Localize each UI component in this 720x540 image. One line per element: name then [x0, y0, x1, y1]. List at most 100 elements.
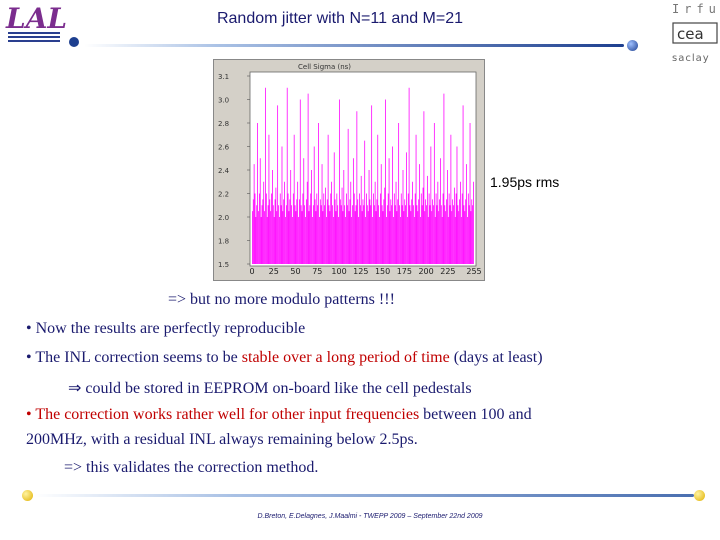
chart-bar	[426, 205, 427, 264]
chart-bar	[287, 193, 289, 264]
chart-bar	[311, 170, 312, 264]
chart-bar	[283, 199, 285, 265]
chart-bar	[339, 199, 341, 265]
chart-bar	[428, 193, 430, 264]
chart-bar	[253, 164, 255, 265]
y-tick-label: 2.0	[218, 214, 229, 222]
chart-bar	[464, 211, 466, 265]
chart-bar	[288, 211, 290, 265]
chart-bar	[413, 217, 415, 264]
chart-bar	[395, 181, 397, 264]
chart-bar	[393, 193, 395, 264]
chart-bar	[256, 205, 258, 264]
bullet-reproducible-text: Now the results are perfectly reproducib…	[35, 320, 306, 337]
chart-bar	[346, 205, 348, 264]
chart-bar	[413, 205, 414, 264]
x-tick-label: 100	[331, 267, 346, 276]
chart-bar	[305, 199, 307, 265]
chart-bar	[312, 217, 313, 264]
chart-bar	[407, 193, 409, 264]
y-tick-label: 3.0	[218, 97, 229, 105]
chart-bar	[332, 217, 334, 264]
chart-bar	[319, 217, 320, 264]
saclay-logo-text: saclay	[672, 53, 710, 64]
chart-bar	[402, 170, 404, 264]
chart-bar	[417, 211, 419, 265]
chart-bar	[352, 158, 354, 264]
chart-bar	[322, 211, 324, 265]
eeprom-note: ⇒ could be stored in EEPROM on-board lik…	[68, 378, 472, 398]
chart-bar	[309, 205, 311, 264]
chart-bar	[269, 199, 271, 265]
chart-bar	[265, 87, 266, 264]
validation-note: => this validates the correction method.	[64, 459, 319, 476]
chart-bar	[436, 205, 438, 264]
chart-bar	[416, 205, 418, 264]
bullet-inl-text-a: The INL correction seems to be	[35, 349, 242, 366]
chart-bar	[457, 205, 459, 264]
chart-bar	[278, 217, 280, 264]
chart-bar	[325, 187, 326, 264]
chart-bar	[438, 211, 440, 265]
chart-bar	[279, 193, 281, 264]
chart-bar	[323, 193, 325, 264]
chart-bar	[440, 205, 442, 264]
y-tick-label: 1.8	[218, 238, 229, 246]
chart-bar	[415, 134, 417, 264]
chart-bar	[258, 211, 259, 265]
chart-bar	[394, 205, 396, 264]
chart-bar	[379, 193, 381, 264]
chart-bar	[373, 205, 375, 264]
chart-bar	[450, 134, 452, 264]
chart-bar	[341, 187, 343, 264]
chart-bar	[452, 199, 454, 265]
chart-bar	[388, 158, 390, 264]
chart-bar	[316, 193, 318, 264]
chart-bar	[397, 199, 399, 265]
chart-bar	[326, 217, 327, 264]
chart-bar	[453, 187, 455, 264]
chart-bar	[321, 164, 323, 265]
chart-bar	[431, 211, 433, 265]
chart-bar	[327, 134, 329, 264]
chart-bar	[299, 99, 301, 264]
chart-bar	[470, 211, 472, 265]
svg-text:LAL: LAL	[5, 2, 67, 35]
chart-bar	[292, 193, 294, 264]
chart-bar	[376, 199, 378, 265]
chart-bar	[381, 205, 383, 264]
chart-bar	[289, 199, 291, 265]
chart-bar	[278, 205, 279, 264]
chart-bar	[336, 193, 338, 264]
chart-bar	[424, 211, 426, 265]
chart-bar	[257, 123, 258, 264]
chart-bar	[433, 205, 434, 264]
chart-bar	[302, 193, 304, 264]
chart-bar	[300, 205, 302, 264]
chart-bar	[380, 164, 382, 265]
chart-bar	[357, 199, 359, 265]
chart-bar	[277, 105, 279, 265]
x-tick-label: 25	[269, 267, 279, 276]
chart-bar	[260, 217, 262, 264]
modulo-note: => but no more modulo patterns !!!	[168, 291, 395, 309]
chart-bar	[296, 199, 298, 265]
chart-bar	[383, 199, 385, 265]
chart-bar	[458, 211, 460, 265]
chart-bar	[384, 187, 386, 264]
chart-bar	[306, 181, 308, 264]
modulo-note-text: => but no more modulo patterns !!!	[168, 291, 395, 308]
chart-bar	[460, 181, 461, 264]
chart-bar	[292, 217, 293, 264]
chart-bar	[299, 199, 300, 265]
chart-bar	[385, 99, 386, 264]
chart-bar	[442, 193, 444, 264]
bullet-frequencies-highlight: The correction works rather well for oth…	[35, 406, 420, 423]
chart-bar	[471, 199, 473, 265]
chart-bar	[351, 217, 353, 264]
chart-bar	[319, 199, 321, 265]
eeprom-note-text: could be stored in EEPROM on-board like …	[85, 380, 472, 397]
chart-bar	[347, 128, 349, 264]
bullet-marker: •	[26, 349, 32, 366]
x-tick-label: 255	[466, 267, 481, 276]
